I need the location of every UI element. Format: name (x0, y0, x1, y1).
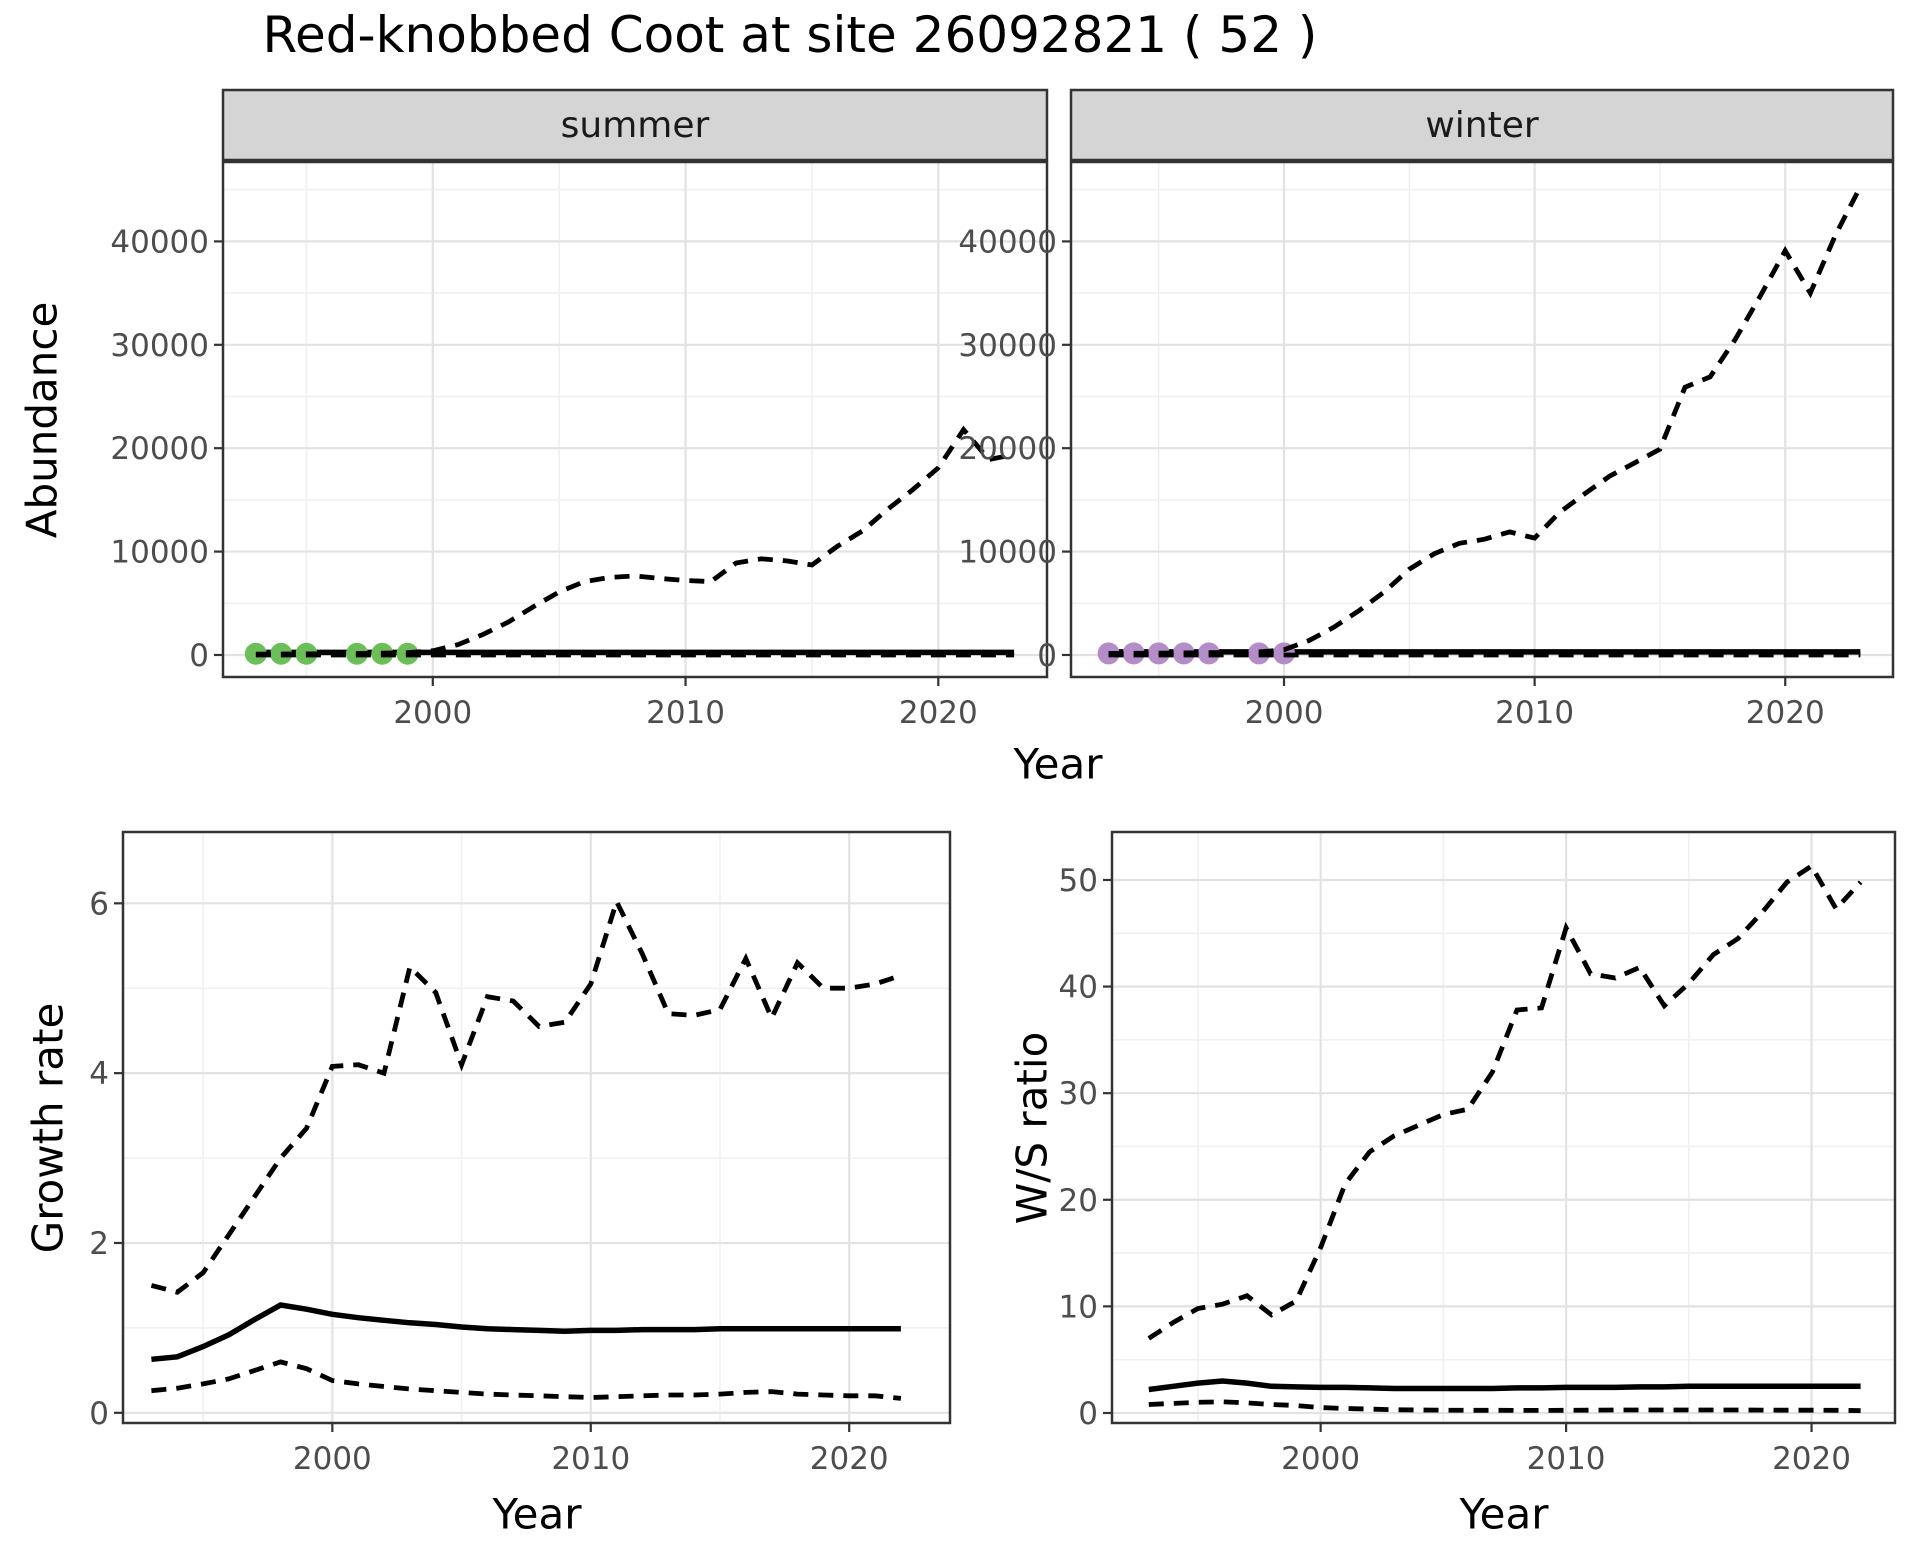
y-tick-label: 2 (89, 1226, 109, 1262)
ws-ratio-panel-background (1112, 832, 1895, 1423)
y-tick-label: 4 (89, 1056, 109, 1092)
growth-rate-median-line (151, 1302, 901, 1363)
growth-rate-panel-background (123, 832, 950, 1423)
abundance-winter-panel-background (1071, 162, 1893, 677)
y-axis-title-abundance: Abundance (17, 301, 67, 539)
y-tick-label: 0 (1078, 1396, 1098, 1432)
x-tick-label: 2020 (810, 1441, 889, 1477)
facet-strip-label: winter (1425, 105, 1539, 146)
y-tick-label: 20000 (958, 431, 1057, 467)
abundance-winter-panel: 2000 2010 2020 0 10000 20000 30000 40000 winter (958, 88, 1895, 731)
y-tick-label: 50 (1059, 863, 1098, 899)
x-tick-label: 2020 (1772, 1441, 1851, 1477)
y-tick-label: 30 (1059, 1076, 1098, 1112)
x-tick-label: 2020 (1746, 695, 1825, 731)
ws-ratio-upper_ci-line (1147, 862, 1863, 1341)
x-tick-label: 2010 (646, 695, 725, 731)
x-tick-label: 2000 (1245, 695, 1324, 731)
y-tick-label: 0 (89, 1396, 109, 1432)
ws-ratio-panel-border (1110, 830, 1897, 1425)
y-tick-label: 30000 (110, 328, 209, 364)
ws-ratio-median-line (1148, 1378, 1861, 1393)
y-tick-label: 10000 (958, 535, 1057, 571)
y-tick-label: 20000 (110, 431, 209, 467)
growth-rate-panel: 2000 2010 2020 0 2 4 6 (89, 830, 952, 1477)
abundance-summer-panel: 2000 2010 2020 0 10000 20000 30000 40000 summer (110, 88, 1049, 731)
x-tick-label: 2010 (551, 1441, 630, 1477)
x-tick-label: 2000 (293, 1441, 372, 1477)
y-tick-label: 0 (189, 638, 209, 674)
abundance-summer-panel-background (223, 162, 1047, 677)
facet-strip-summer (221, 88, 1049, 162)
x-axis-title-top: Year (1013, 739, 1103, 789)
x-axis-title-growth-rate: Year (492, 1489, 582, 1539)
facet-strip-winter (1069, 88, 1895, 162)
y-tick-label: 40 (1059, 970, 1098, 1006)
abundance-summer-panel-border (221, 160, 1049, 679)
y-tick-label: 40000 (110, 224, 209, 260)
y-tick-label: 20 (1059, 1183, 1098, 1219)
x-tick-label: 2010 (1495, 695, 1574, 731)
y-tick-label: 0 (1037, 638, 1057, 674)
abundance-winter-upper_ci-line (1108, 185, 1863, 656)
y-tick-label: 30000 (958, 328, 1057, 364)
y-tick-label: 10000 (110, 535, 209, 571)
ws-ratio-lower_ci-line (1148, 1399, 1861, 1413)
ws-ratio-panel: 2000 2010 2020 0 10 20 30 40 50 (1059, 830, 1897, 1477)
x-tick-label: 2000 (393, 695, 472, 731)
x-tick-label: 2000 (1281, 1441, 1360, 1477)
abundance-winter-observed-count-point (1097, 642, 1120, 665)
growth-rate-lower_ci-line (151, 1359, 902, 1401)
y-tick-label: 40000 (958, 224, 1057, 260)
y-axis-title-growth-rate: Growth rate (23, 1002, 73, 1254)
abundance-summer-observed-count-point (244, 642, 267, 665)
x-axis-title-ws-ratio: Year (1459, 1489, 1549, 1539)
abundance-winter-panel-border (1069, 160, 1895, 679)
y-axis-title-ws-ratio: W/S ratio (1007, 1031, 1057, 1225)
x-tick-label: 2020 (899, 695, 978, 731)
y-tick-label: 10 (1059, 1289, 1098, 1325)
x-tick-label: 2010 (1527, 1441, 1606, 1477)
chart-title: Red-knobbed Coot at site 26092821 ( 52 ) (262, 6, 1318, 64)
facet-strip-label: summer (561, 105, 710, 146)
y-tick-label: 6 (89, 886, 109, 922)
growth-rate-panel-border (121, 830, 952, 1425)
growth-rate-upper_ci-line (150, 895, 902, 1295)
